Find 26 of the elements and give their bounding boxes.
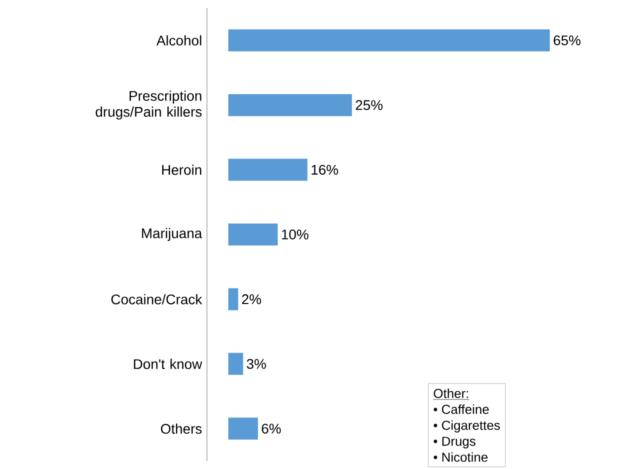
data-label: 10% [282,230,308,240]
bar [228,158,308,181]
y-tick-label: Heroin [162,164,202,175]
data-label: 2% [242,294,262,304]
data-label: 6% [262,424,281,434]
annotation: • Nicotine [434,452,488,462]
bar [228,288,238,310]
bar [228,224,278,246]
y-tick-label: Marijuana [142,228,202,241]
data-label: 65% [554,35,580,46]
annotation: • Cigarettes [434,420,500,432]
y-tick-label: Alcohol [156,35,202,46]
bar [228,94,352,116]
annotation: • Caffeine [434,404,489,414]
annotation: Other: [434,388,468,398]
bar [228,29,550,52]
annotation: • Drugs [434,436,476,448]
data-label: 25% [356,100,383,110]
y-tick-label: Cocaine/Crack [111,294,202,304]
y-tick-label: Others [160,424,202,434]
data-label: 16% [312,164,338,175]
bar [228,352,244,375]
bar [228,418,258,440]
y-tick-label: Prescription drugs/Pain killers [96,90,202,120]
y-tick-label: Don't know [134,358,202,370]
data-label: 3% [246,358,266,369]
